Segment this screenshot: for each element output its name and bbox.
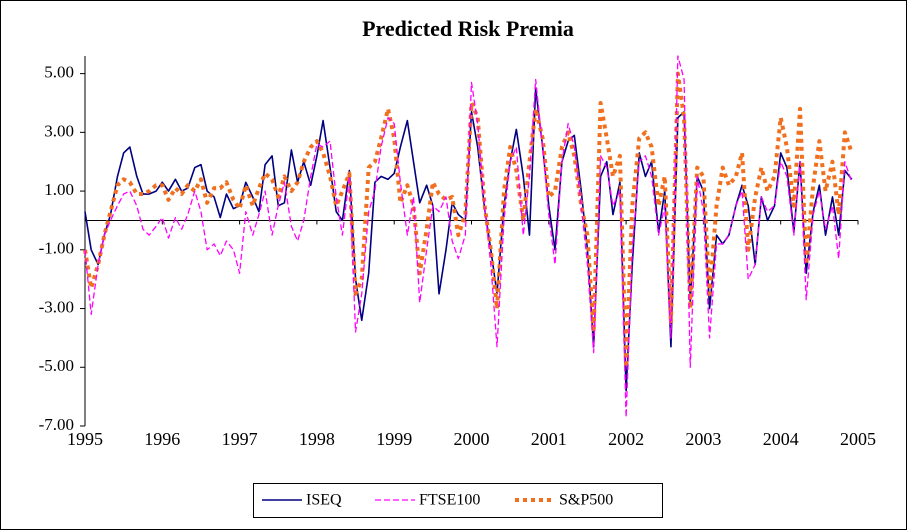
x-tick-label: 2003 [685, 429, 721, 449]
x-tick-label: 2002 [608, 429, 644, 449]
x-tick-label: 1998 [299, 429, 335, 449]
y-tick-label: -3.00 [39, 297, 74, 316]
legend-label: ISEQ [306, 492, 342, 509]
legend-label: S&P500 [559, 492, 613, 509]
y-tick-label: -7.00 [39, 415, 74, 434]
y-tick-label: 1.00 [44, 180, 74, 199]
x-tick-label: 2001 [531, 429, 567, 449]
x-tick-label: 1995 [67, 429, 103, 449]
x-tick-label: 1996 [144, 429, 180, 449]
series-line [84, 55, 853, 418]
legend-frame [253, 483, 663, 518]
y-tick-label: -5.00 [39, 356, 74, 375]
x-tick-label: 2005 [840, 429, 876, 449]
y-tick-label: 5.00 [44, 63, 74, 82]
y-tick-label: 3.00 [44, 121, 74, 140]
x-tick-label: 2004 [763, 429, 799, 449]
chart-title: Predicted Risk Premia [362, 16, 574, 41]
legend-label: FTSE100 [419, 492, 480, 509]
y-tick-label: -1.00 [39, 239, 74, 258]
x-tick-label: 1997 [222, 429, 258, 449]
x-tick-label: 2000 [454, 429, 490, 449]
x-tick-label: 1999 [376, 429, 412, 449]
